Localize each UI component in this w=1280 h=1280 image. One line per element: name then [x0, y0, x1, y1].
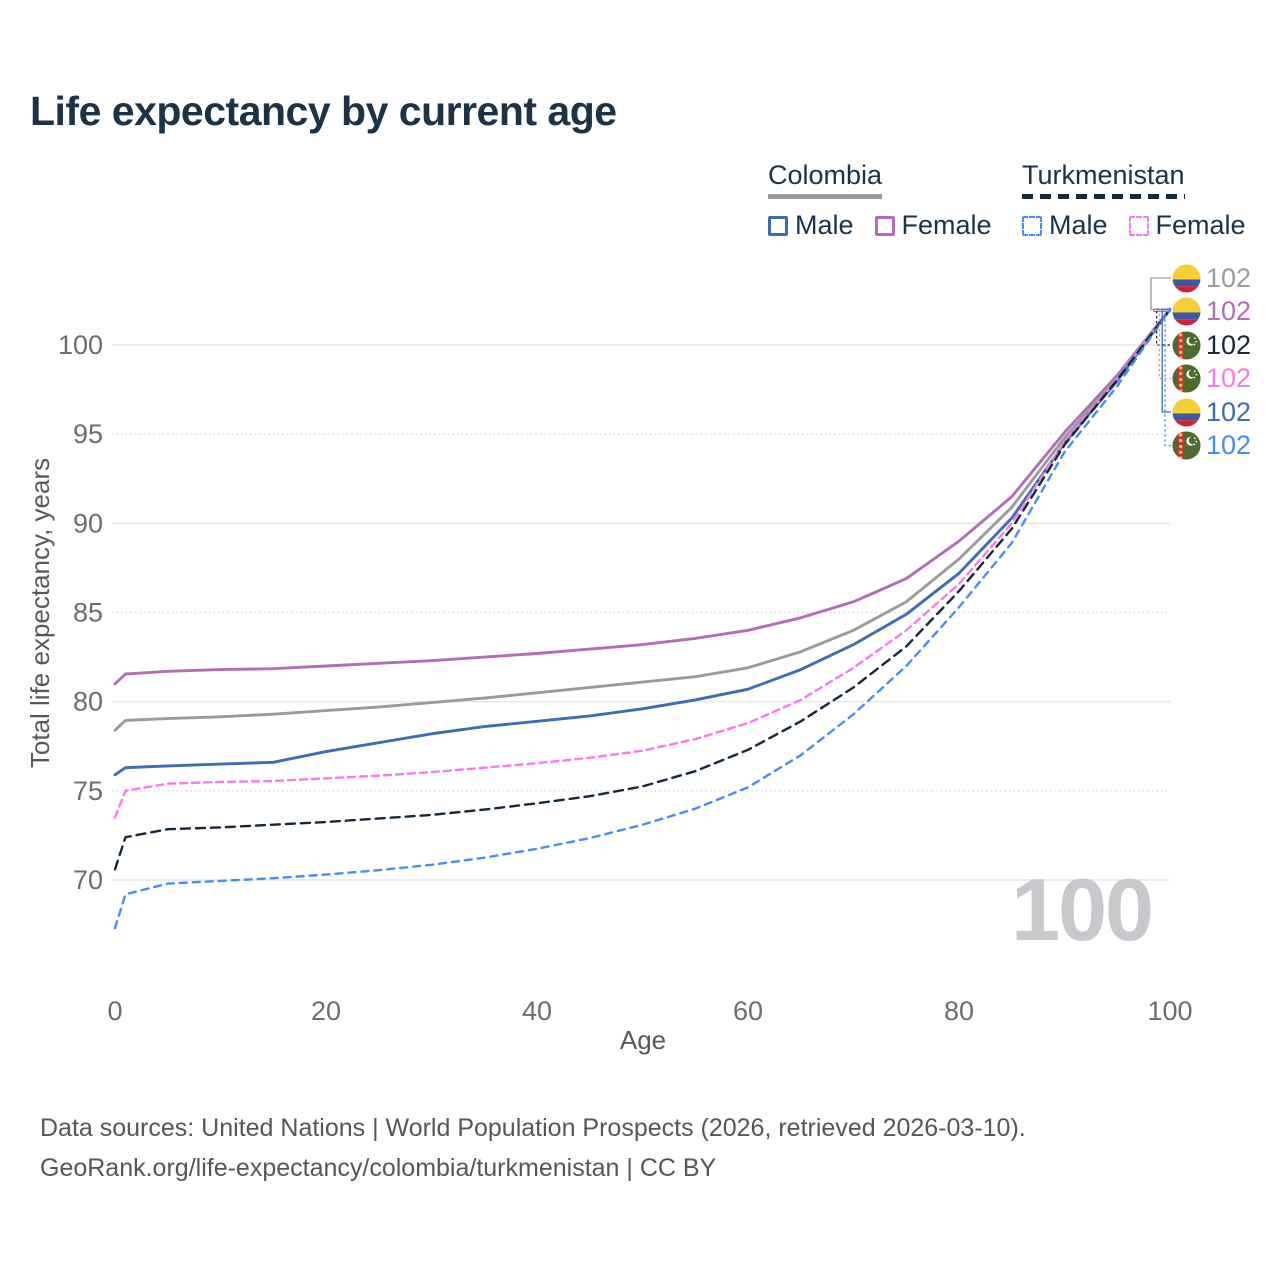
turkmenistan-both-line-swatch	[1022, 194, 1185, 199]
endpoint-value: 102	[1206, 396, 1252, 427]
y-tick-label-90: 90	[73, 508, 103, 538]
y-tick-label-100: 100	[58, 330, 103, 360]
colombia-female-swatch-icon	[874, 215, 895, 236]
endpoint-row-turkmenistan-female[interactable]: 102	[1172, 363, 1252, 394]
turkmenistan-flag-icon	[1172, 330, 1201, 360]
colombia-flag-icon	[1172, 263, 1201, 293]
turkmenistan-flag-icon	[1172, 364, 1201, 393]
legend-item-colombia-male[interactable]: Male	[768, 210, 854, 241]
legend-label-turkmenistan-female: Female	[1155, 210, 1246, 240]
colombia-flag-icon	[1172, 297, 1201, 326]
x-tick-label-80: 80	[944, 996, 974, 1026]
series-line-colombia-both[interactable]	[113, 307, 1172, 732]
endpoint-row-colombia-female[interactable]: 102	[1172, 296, 1252, 327]
y-tick-label-95: 95	[73, 419, 103, 449]
legend-item-turkmenistan-female[interactable]: Female	[1128, 210, 1246, 241]
legend-colombia-label: Colombia	[768, 160, 883, 190]
turkmenistan-female-swatch-icon	[1128, 215, 1149, 236]
colombia-flag-icon	[1172, 397, 1201, 427]
legend-label-colombia-male: Male	[795, 210, 854, 240]
endpoint-value: 102	[1206, 329, 1252, 360]
series-line-colombia-female[interactable]	[113, 307, 1172, 686]
endpoint-value: 102	[1206, 430, 1252, 460]
colombia-male-swatch-icon	[768, 215, 788, 236]
x-tick-label-100: 100	[1147, 996, 1192, 1026]
series-line-colombia-male[interactable]	[113, 307, 1172, 777]
age-counter: 100	[1011, 860, 1154, 959]
footer: Data sources: United Nations | World Pop…	[40, 1108, 1026, 1188]
x-tick-label-20: 20	[311, 996, 341, 1026]
y-tick-label-70: 70	[73, 865, 103, 895]
footer-data-sources: Data sources: United Nations | World Pop…	[40, 1114, 1026, 1142]
endpoint-connector-colombia-both	[1150, 277, 1171, 310]
legend-label-turkmenistan-male: Male	[1049, 210, 1108, 240]
y-tick-label-75: 75	[73, 776, 103, 806]
legend-label-colombia-female: Female	[901, 210, 992, 240]
x-tick-label-40: 40	[522, 996, 552, 1026]
x-tick-label-60: 60	[733, 996, 763, 1026]
endpoint-connector-turkmenistan-male	[1164, 308, 1171, 447]
endpoint-row-turkmenistan-both[interactable]: 102	[1172, 330, 1251, 360]
series-line-turkmenistan-female[interactable]	[113, 308, 1172, 819]
series-line-turkmenistan-both[interactable]	[113, 308, 1172, 871]
endpoint-value: 102	[1206, 296, 1252, 326]
y-tick-label-80: 80	[73, 687, 103, 717]
legend-turkmenistan-label: Turkmenistan	[1022, 160, 1185, 190]
endpoint-value: 102	[1206, 363, 1252, 393]
endpoint-connector-colombia-male	[1161, 308, 1171, 413]
y-tick-label-85: 85	[73, 598, 103, 628]
series-line-turkmenistan-male[interactable]	[113, 308, 1172, 930]
chart-title: Life expectancy by current age	[30, 88, 617, 134]
legend-item-turkmenistan-male[interactable]: Male	[1022, 210, 1108, 241]
endpoint-row-turkmenistan-male[interactable]: 102	[1172, 430, 1252, 461]
x-axis-title: Age	[620, 1025, 666, 1055]
x-tick-label-0: 0	[107, 996, 122, 1026]
legend-colombia-header[interactable]: Colombia	[768, 160, 883, 199]
colombia-both-line-swatch	[768, 194, 883, 199]
y-axis-title: Total life expectancy, years	[25, 458, 55, 768]
endpoint-row-colombia-male[interactable]: 102	[1172, 397, 1251, 427]
turkmenistan-male-swatch-icon	[1022, 215, 1042, 236]
endpoint-value: 102	[1206, 262, 1252, 293]
turkmenistan-flag-icon	[1172, 431, 1201, 460]
endpoint-row-colombia-both[interactable]: 102	[1172, 263, 1251, 293]
legend-item-colombia-female[interactable]: Female	[874, 210, 992, 241]
footer-link[interactable]: GeoRank.org/life-expectancy/colombia/tur…	[40, 1154, 717, 1182]
legend-turkmenistan-header[interactable]: Turkmenistan	[1022, 160, 1185, 199]
legend-group-turkmenistan: Turkmenistan Male Female	[1022, 160, 1246, 241]
legend-group-colombia: Colombia Male Female	[768, 160, 992, 241]
